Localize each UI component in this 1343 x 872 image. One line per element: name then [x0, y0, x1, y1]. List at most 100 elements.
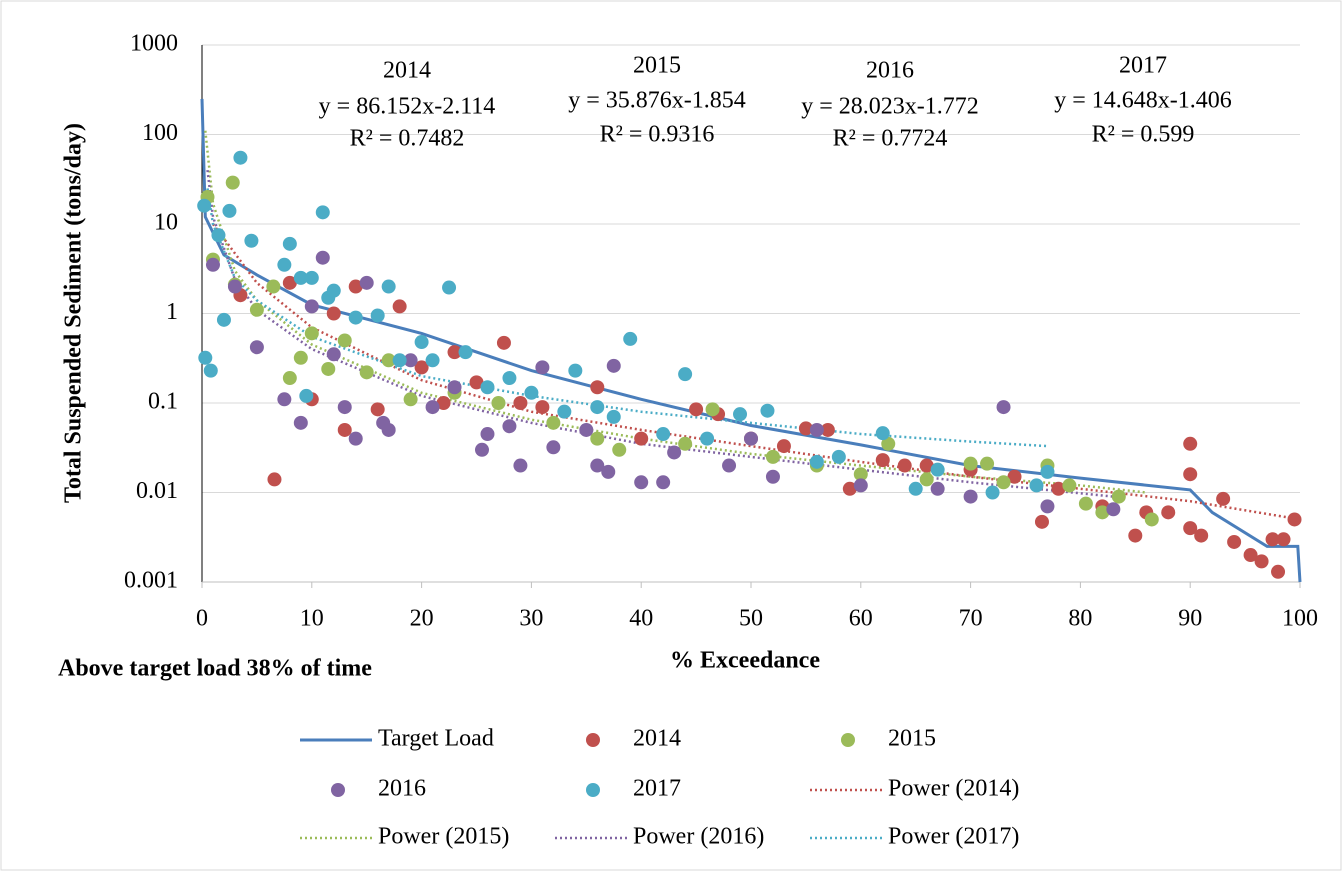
- data-point: [370, 402, 385, 417]
- data-point: [590, 458, 605, 473]
- data-point: [875, 426, 890, 441]
- x-tick-label: 30: [519, 606, 543, 632]
- data-point: [1183, 521, 1198, 536]
- data-point: [590, 431, 605, 446]
- data-point: [568, 363, 583, 378]
- data-point: [985, 485, 1000, 500]
- data-point: [700, 431, 715, 446]
- legend-label: Power (2017): [888, 824, 1019, 850]
- data-point: [1007, 469, 1022, 484]
- data-point: [667, 445, 682, 460]
- legend-label: Power (2016): [633, 824, 764, 850]
- data-point: [634, 431, 649, 446]
- y-tick-label: 1: [166, 299, 178, 325]
- data-point: [414, 335, 429, 350]
- data-point: [222, 203, 237, 218]
- data-point: [414, 360, 429, 375]
- data-point: [606, 409, 621, 424]
- legend-marker: [586, 783, 600, 797]
- data-point: [1040, 464, 1055, 479]
- data-point: [1051, 481, 1066, 496]
- y-tick-label: 10: [154, 210, 178, 236]
- data-point: [348, 431, 363, 446]
- data-point: [1095, 505, 1110, 520]
- annotation-year: 2016: [866, 58, 914, 84]
- annotation-equation: y = 35.876x-1.854: [568, 88, 746, 114]
- data-point: [524, 385, 539, 400]
- data-point: [1243, 548, 1258, 563]
- annotation-r2: R² = 0.9316: [600, 122, 715, 148]
- data-point: [403, 353, 418, 368]
- data-point: [326, 283, 341, 298]
- data-point: [678, 367, 693, 382]
- data-point: [304, 299, 319, 314]
- data-point: [458, 345, 473, 360]
- legend-label: Power (2015): [378, 824, 509, 850]
- data-point: [337, 422, 352, 437]
- data-point: [557, 404, 572, 419]
- data-point: [244, 233, 259, 248]
- y-tick-label: 1000: [130, 31, 178, 57]
- data-point: [765, 449, 780, 464]
- legend-marker: [331, 783, 345, 797]
- data-point: [447, 380, 462, 395]
- data-point: [853, 478, 868, 493]
- data-point: [227, 279, 242, 294]
- legend-label: 2014: [633, 726, 681, 752]
- x-axis-label: % Exceedance: [670, 648, 820, 674]
- y-axis-label: Total Suspended Sediment (tons/day): [61, 123, 87, 503]
- data-point: [315, 205, 330, 220]
- y-tick-label: 0.1: [148, 389, 178, 415]
- data-point: [277, 257, 292, 272]
- data-point: [225, 175, 240, 190]
- data-point: [1040, 499, 1055, 514]
- data-point: [337, 400, 352, 415]
- data-point: [425, 400, 440, 415]
- data-point: [381, 279, 396, 294]
- data-point: [1227, 534, 1242, 549]
- annotation-r2: R² = 0.7482: [350, 126, 465, 152]
- data-point: [623, 331, 638, 346]
- data-point: [315, 250, 330, 265]
- data-point: [996, 475, 1011, 490]
- x-tick-label: 20: [410, 606, 434, 632]
- data-point: [1161, 505, 1176, 520]
- data-point: [1029, 478, 1044, 493]
- data-point: [299, 388, 314, 403]
- data-point: [919, 472, 934, 487]
- legend-label: 2015: [888, 726, 936, 752]
- data-point: [546, 415, 561, 430]
- x-tick-label: 60: [849, 606, 873, 632]
- data-point: [1144, 512, 1159, 527]
- data-point: [798, 421, 813, 436]
- data-point: [722, 458, 737, 473]
- legend-label: Power (2014): [888, 776, 1019, 802]
- data-point: [392, 299, 407, 314]
- y-tick-label: 100: [142, 120, 178, 146]
- data-point: [267, 472, 282, 487]
- annotation-r2: R² = 0.7724: [833, 126, 948, 152]
- legend-label: 2017: [633, 776, 681, 802]
- data-point: [370, 308, 385, 323]
- data-point: [381, 422, 396, 437]
- data-point: [321, 361, 336, 376]
- data-point: [776, 439, 791, 454]
- data-point: [733, 407, 748, 422]
- data-point: [930, 462, 945, 477]
- x-tick-label: 100: [1282, 606, 1318, 632]
- data-point: [809, 422, 824, 437]
- y-tick-label: 0.001: [124, 568, 178, 594]
- data-point: [469, 375, 484, 390]
- data-point: [1194, 528, 1209, 543]
- data-point: [996, 400, 1011, 415]
- annotation-r2: R² = 0.599: [1092, 122, 1195, 148]
- data-point: [579, 422, 594, 437]
- data-point: [963, 489, 978, 504]
- data-point: [216, 312, 231, 327]
- data-point: [1183, 467, 1198, 482]
- y-tick-label: 0.01: [136, 478, 178, 504]
- x-tick-label: 70: [959, 606, 983, 632]
- data-point: [930, 481, 945, 496]
- data-point: [197, 198, 212, 213]
- data-point: [606, 358, 621, 373]
